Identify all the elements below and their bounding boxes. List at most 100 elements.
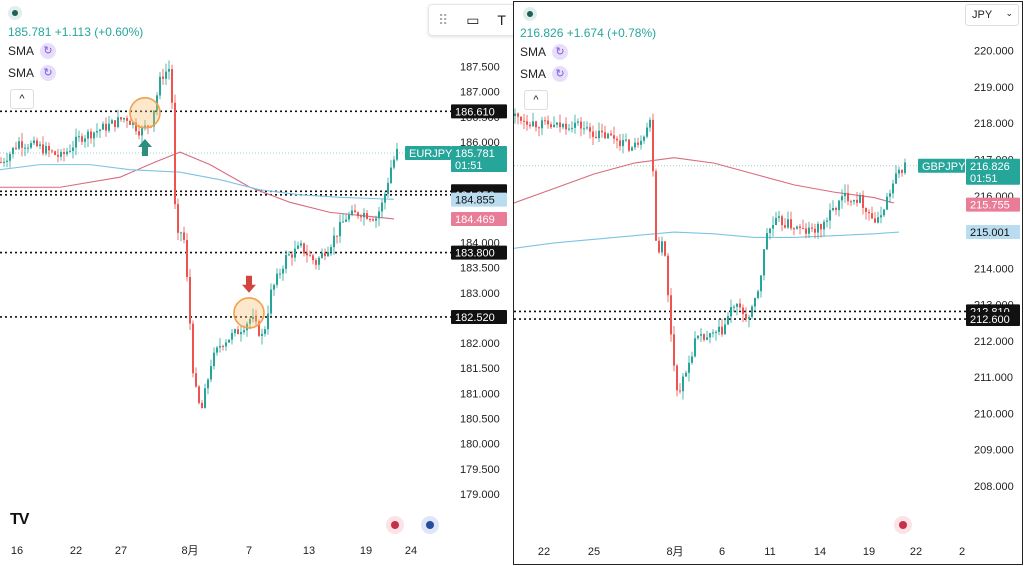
- candle-body: [616, 138, 618, 141]
- gbpjpy-chart[interactable]: 220.000219.000218.000217.000216.000215.0…: [514, 2, 1022, 564]
- candle-body: [279, 273, 281, 275]
- candle-body: [396, 148, 398, 160]
- price-header: 216.826 +1.674 (+0.78%): [520, 26, 656, 40]
- candle-body: [234, 329, 236, 334]
- candle-body: [342, 221, 344, 223]
- y-tick-label: 211.000: [974, 372, 1013, 384]
- sma-line-blue: [514, 231, 900, 249]
- currency-select[interactable]: JPY ⌄: [965, 4, 1019, 26]
- comment-icon[interactable]: ▭: [466, 11, 480, 28]
- candle-body: [18, 141, 20, 149]
- candle-body: [24, 147, 26, 149]
- candle-body: [126, 118, 128, 121]
- candle-body: [93, 132, 95, 139]
- candle-body: [565, 123, 567, 130]
- candle-body: [655, 171, 657, 241]
- candle-body: [135, 122, 137, 132]
- candle-body: [649, 119, 651, 128]
- candle-body: [0, 162, 2, 164]
- x-tick-label: 16: [11, 545, 23, 557]
- candle-body: [153, 110, 155, 127]
- candle-body: [652, 119, 654, 172]
- candle-body: [694, 338, 696, 357]
- candle-body: [844, 192, 846, 197]
- symbol-tag: GBPJPY: [922, 161, 966, 173]
- x-tick-label: 19: [360, 545, 372, 557]
- candle-body: [697, 335, 699, 339]
- floating-toolbar[interactable]: ⠿ ▭ T: [428, 4, 516, 36]
- candle-body: [544, 120, 546, 122]
- countdown-label: 01:51: [970, 173, 998, 185]
- sma-value-label-bg: [966, 224, 1020, 239]
- candle-body: [661, 241, 663, 253]
- candle-body: [553, 124, 555, 128]
- indicator-label: SMA: [8, 44, 35, 58]
- eurjpy-chart-pane[interactable]: 187.500187.000186.500186.000185.500185.0…: [0, 0, 512, 566]
- candle-body: [520, 116, 522, 121]
- sma-value-label-bg: [966, 197, 1020, 212]
- y-tick-label: 220.000: [974, 46, 1014, 58]
- candle-body: [180, 232, 182, 234]
- gbpjpy-chart-pane[interactable]: 220.000219.000218.000217.000216.000215.0…: [513, 1, 1023, 565]
- indicator-sma-2[interactable]: SMA ↻: [520, 66, 569, 82]
- candle-body: [583, 128, 585, 130]
- candle-body: [366, 213, 368, 219]
- drag-handle-icon[interactable]: ⠿: [437, 11, 449, 28]
- indicator-sma-2[interactable]: SMA ↻: [8, 65, 57, 81]
- candle-body: [721, 326, 723, 335]
- candle-body: [204, 388, 206, 409]
- symbol-tag-bg: [405, 146, 451, 161]
- candle-body: [664, 241, 666, 256]
- y-tick-label: 187.500: [460, 62, 500, 74]
- candle-body: [643, 136, 645, 141]
- candle-body: [96, 131, 98, 133]
- candle-body: [595, 136, 597, 139]
- candle-body: [327, 252, 329, 257]
- candle-body: [168, 69, 170, 72]
- candle-body: [309, 255, 311, 257]
- text-tool-icon[interactable]: T: [497, 12, 506, 28]
- candle-body: [360, 216, 362, 218]
- eu-flag-icon: [421, 516, 439, 534]
- header-change: +1.113 (+0.60%): [54, 25, 144, 39]
- refresh-icon[interactable]: ↻: [40, 43, 57, 59]
- candle-body: [222, 346, 224, 348]
- candle-body: [646, 127, 648, 137]
- level-price-label: 186.610: [455, 106, 495, 118]
- candle-body: [676, 365, 678, 391]
- candle-body: [742, 307, 744, 315]
- candle-body: [904, 162, 906, 173]
- y-tick-label: 218.000: [974, 118, 1014, 130]
- candle-body: [811, 227, 813, 229]
- candle-body: [808, 227, 810, 234]
- refresh-icon[interactable]: ↻: [552, 44, 569, 60]
- candle-body: [706, 337, 708, 340]
- indicator-sma-1[interactable]: SMA ↻: [8, 43, 57, 59]
- x-tick-label: 14: [814, 546, 826, 558]
- candle-body: [132, 122, 134, 125]
- collapse-legend-button[interactable]: ^: [524, 90, 548, 110]
- candle-body: [231, 333, 233, 340]
- refresh-icon[interactable]: ↻: [40, 65, 57, 81]
- level-price-label-bg: [966, 312, 1020, 327]
- candle-body: [306, 253, 308, 256]
- candle-body: [820, 223, 822, 230]
- candle-body: [724, 324, 726, 335]
- candle-body: [375, 218, 377, 221]
- countdown-label: 01:51: [455, 160, 483, 172]
- symbol-logo-icon: [523, 7, 537, 21]
- candle-body: [631, 147, 633, 151]
- candle-body: [901, 169, 903, 173]
- indicator-sma-1[interactable]: SMA ↻: [520, 44, 569, 60]
- level-price-label-bg: [451, 104, 507, 119]
- tradingview-logo-icon: TV: [10, 511, 29, 528]
- candle-body: [165, 71, 167, 79]
- candle-body: [144, 125, 146, 129]
- eurjpy-chart[interactable]: 187.500187.000186.500186.000185.500185.0…: [0, 0, 512, 566]
- candle-body: [673, 334, 675, 366]
- refresh-icon[interactable]: ↻: [552, 66, 569, 82]
- x-tick-label: 19: [863, 546, 875, 558]
- candle-body: [63, 152, 65, 155]
- collapse-legend-button[interactable]: ^: [10, 89, 34, 109]
- candle-body: [886, 196, 888, 210]
